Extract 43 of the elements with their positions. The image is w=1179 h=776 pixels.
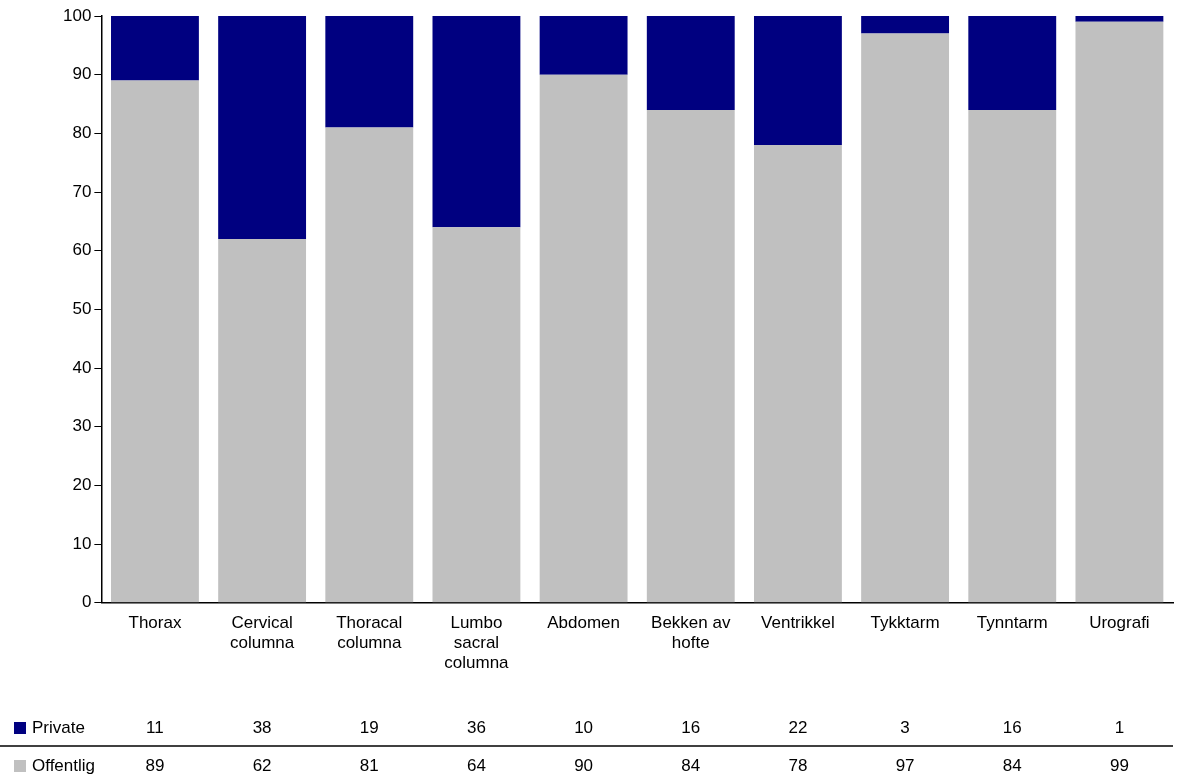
data-label: 36 <box>466 717 486 737</box>
data-label: 97 <box>895 755 915 775</box>
data-label: 99 <box>1109 755 1129 775</box>
y-tick-label: 10 <box>72 533 92 553</box>
x-tick-label: Lumbo sacral columna <box>444 612 510 673</box>
data-label: 89 <box>145 755 165 775</box>
x-tick-label: Abdomen <box>547 612 620 632</box>
y-tick-label: 70 <box>72 181 92 201</box>
data-label: 22 <box>788 717 808 737</box>
x-tick-label: Urografi <box>1089 612 1150 632</box>
y-tick-label: 60 <box>72 240 92 260</box>
y-tick-label: 90 <box>72 64 92 84</box>
y-tick-label: 30 <box>72 416 92 436</box>
x-tick-label: Tynntarm <box>976 612 1048 632</box>
data-label: 38 <box>252 717 272 737</box>
data-label: 78 <box>788 755 808 775</box>
data-label: 16 <box>681 717 701 737</box>
x-tick-label: Tykktarm <box>870 612 940 632</box>
data-label: 90 <box>574 755 594 775</box>
y-tick-label: 50 <box>72 299 92 319</box>
data-label: 10 <box>574 717 594 737</box>
x-tick-label: Ventrikkel <box>761 612 835 632</box>
legend-label: Offentlig <box>32 755 96 775</box>
data-label: 16 <box>1002 717 1022 737</box>
data-label: 11 <box>146 717 164 737</box>
data-label: 19 <box>359 717 379 737</box>
data-label: 3 <box>900 717 910 737</box>
legend-label: Private <box>32 717 85 737</box>
data-label: 64 <box>466 755 486 775</box>
y-tick-label: 40 <box>72 357 92 377</box>
x-tick-label: Thorax <box>128 612 182 632</box>
data-label: 1 <box>1114 717 1125 737</box>
y-tick-label: 0 <box>81 592 92 612</box>
y-tick-label: 20 <box>72 475 92 495</box>
x-tick-label: Bekken av hofte <box>651 612 731 653</box>
data-label: 81 <box>359 755 379 775</box>
x-tick-label: Thoracal columna <box>336 612 403 653</box>
y-tick-label: 100 <box>62 5 92 25</box>
data-label: 84 <box>681 755 701 775</box>
x-tick-label: Cervical columna <box>229 612 295 653</box>
y-tick-label: 80 <box>72 123 92 143</box>
data-label: 62 <box>252 755 272 775</box>
data-label: 84 <box>1002 755 1022 775</box>
